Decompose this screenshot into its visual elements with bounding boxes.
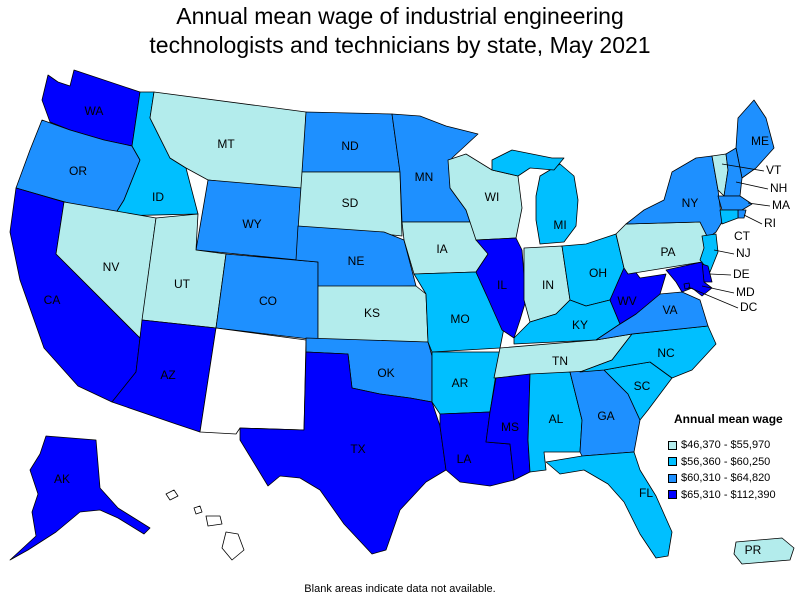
state-label-id: ID [152, 190, 164, 204]
state-label-ky: KY [572, 318, 588, 332]
state-label-ny: NY [682, 196, 699, 210]
leader-ma [747, 202, 771, 207]
state-label-wi: WI [485, 190, 500, 204]
state-label-az: AZ [160, 368, 175, 382]
leader-nj [713, 249, 735, 255]
state-label-nv: NV [103, 260, 120, 274]
state-label-nc: NC [657, 346, 675, 360]
legend-item: $56,360 - $60,250 [668, 454, 783, 471]
state-label-vt: VT [766, 163, 782, 177]
leader-vt [721, 163, 765, 172]
state-label-ms: MS [501, 420, 519, 434]
state-label-sd: SD [342, 196, 359, 210]
legend-label: $60,310 - $64,820 [681, 472, 771, 485]
state-label-pa: PA [660, 245, 675, 259]
state-label-ok: OK [377, 366, 394, 380]
legend-swatch [668, 473, 677, 483]
callout-leader-lines [687, 163, 771, 309]
state-label-ak: AK [54, 472, 70, 486]
state-fl[interactable] [545, 451, 673, 559]
map-title-line2: technologists and technicians by state, … [149, 32, 651, 58]
state-mi-upper-peninsula[interactable] [491, 149, 565, 177]
map-title-line1: Annual mean wage of industrial engineeri… [176, 3, 624, 29]
map-legend: Annual mean wage $46,370 - $55,970 $56,3… [668, 412, 783, 503]
state-label-ut: UT [174, 277, 191, 291]
state-label-nh: NH [770, 181, 787, 195]
state-label-de: DE [733, 267, 750, 281]
state-mi[interactable] [535, 163, 579, 245]
state-dc[interactable] [683, 282, 691, 290]
state-label-tn: TN [552, 354, 568, 368]
state-label-md: MD [736, 285, 755, 299]
legend-item: $60,310 - $64,820 [668, 470, 783, 487]
state-label-ma: MA [772, 198, 790, 212]
legend-item: $65,310 - $112,390 [668, 487, 783, 504]
state-ak[interactable] [9, 435, 151, 561]
state-label-nd: ND [341, 139, 359, 153]
state-pr[interactable] [733, 537, 795, 565]
state-label-ct: CT [734, 229, 751, 243]
legend-swatch [668, 490, 677, 500]
state-label-co: CO [259, 294, 277, 308]
footnote: Blank areas indicate data not available. [304, 583, 496, 595]
legend-label: $65,310 - $112,390 [681, 488, 776, 501]
legend-label: $46,370 - $55,970 [681, 439, 771, 452]
legend-title: Annual mean wage [674, 412, 783, 426]
state-label-pr: PR [745, 543, 762, 557]
state-tx[interactable] [239, 351, 447, 555]
state-label-ga: GA [597, 409, 614, 423]
leader-de [709, 273, 732, 276]
state-label-fl: FL [639, 486, 653, 500]
legend-swatch [668, 440, 677, 450]
state-label-nj: NJ [736, 246, 751, 260]
state-label-ia: IA [436, 242, 447, 256]
state-label-mo: MO [450, 312, 469, 326]
state-label-ar: AR [452, 376, 469, 390]
legend-label: $56,360 - $60,250 [681, 455, 771, 468]
state-ky[interactable] [513, 299, 621, 345]
leader-nh [735, 181, 769, 190]
state-label-mt: MT [217, 137, 235, 151]
map-title: Annual mean wage of industrial engineeri… [0, 2, 800, 60]
state-label-mi: MI [553, 218, 566, 232]
state-nj[interactable] [699, 233, 719, 273]
legend-item: $46,370 - $55,970 [668, 437, 783, 454]
state-label-mn: MN [415, 170, 434, 184]
state-md[interactable] [665, 261, 713, 297]
state-label-la: LA [457, 452, 472, 466]
state-label-tx: TX [350, 442, 365, 456]
state-hi[interactable] [165, 489, 245, 561]
state-ct[interactable] [719, 209, 739, 225]
state-label-il: IL [497, 278, 507, 292]
state-label-oh: OH [589, 266, 607, 280]
state-label-sc: SC [634, 379, 651, 393]
state-label-ri: RI [764, 216, 776, 230]
state-label-me: ME [751, 134, 769, 148]
legend-swatch [668, 457, 677, 467]
state-label-ks: KS [364, 306, 380, 320]
state-sd[interactable] [297, 171, 403, 237]
state-label-wv: WV [617, 294, 636, 308]
state-label-al: AL [549, 412, 564, 426]
state-label-wa: WA [85, 104, 104, 118]
state-label-or: OR [69, 164, 87, 178]
state-label-in: IN [542, 278, 554, 292]
state-label-ca: CA [44, 293, 61, 307]
leader-md [701, 285, 735, 294]
state-ri[interactable] [737, 209, 747, 219]
state-nm[interactable] [199, 327, 307, 435]
state-ma[interactable] [717, 195, 753, 211]
state-label-dc: DC [740, 300, 758, 314]
leader-dc [687, 286, 739, 309]
state-label-va: VA [662, 303, 677, 317]
leader-ri [743, 214, 763, 225]
state-label-wy: WY [242, 217, 261, 231]
state-label-ne: NE [348, 254, 365, 268]
